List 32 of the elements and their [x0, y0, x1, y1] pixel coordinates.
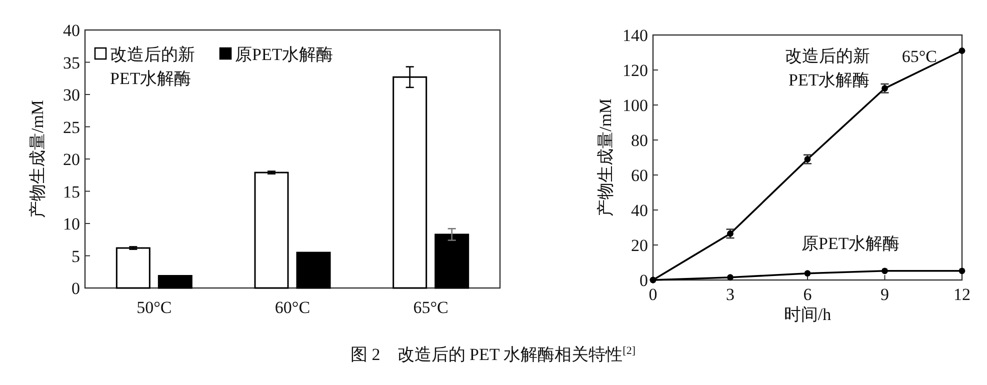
y-tick-label: 40: [63, 21, 80, 40]
y-tick-label: 0: [640, 271, 648, 290]
x-tick-label: 6: [803, 285, 812, 304]
y-tick-label: 15: [63, 182, 80, 202]
y-axis-title: 产物生成量/mM: [28, 100, 47, 218]
series-label: 改造后的新PET水解酶: [784, 46, 870, 90]
y-tick-label: 100: [622, 96, 648, 115]
y-tick-label: 20: [631, 236, 648, 255]
x-tick-label: 65°C: [413, 298, 448, 317]
series-label: 原PET水解酶: [802, 234, 900, 253]
legend-label: 改造后的新PET水解酶: [110, 45, 195, 88]
y-tick-label: 10: [63, 214, 80, 234]
y-tick-label: 60: [631, 166, 648, 185]
y-tick-label: 25: [63, 118, 80, 137]
y-tick-label: 35: [63, 53, 80, 72]
y-tick-label: 140: [622, 26, 648, 45]
caption: 图 2 改造后的 PET 水解酶相关特性$^{[2]}$: [350, 345, 636, 364]
annotation: 65°C: [902, 47, 937, 66]
legend-label: 原PET水解酶: [235, 45, 334, 64]
y-tick-label: 20: [63, 150, 80, 169]
x-tick-label: 9: [880, 285, 889, 304]
y-tick-label: 80: [631, 131, 648, 150]
y-tick-label: 30: [63, 86, 80, 104]
x-tick-label: 12: [954, 285, 970, 304]
y-tick-label: 40: [631, 201, 648, 220]
y-tick-label: 120: [622, 61, 648, 80]
y-tick-label: 5: [72, 246, 80, 266]
x-axis-title: 时间/h: [784, 305, 832, 324]
x-tick-label: 50°C: [136, 298, 172, 317]
x-tick-label: 60°C: [274, 298, 310, 317]
y-axis-title: 产物生成量/mM: [596, 98, 615, 217]
x-tick-label: 3: [726, 285, 734, 304]
